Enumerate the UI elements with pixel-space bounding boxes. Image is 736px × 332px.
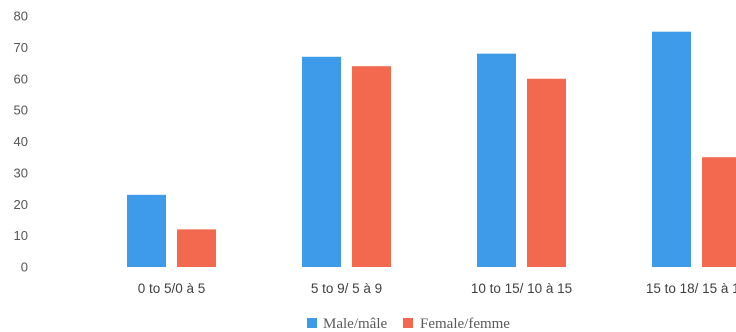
legend: Male/mâle Female/femme [307,316,510,332]
category-label: 5 to 9/ 5 à 9 [311,281,382,296]
bar-male-1 [302,56,341,267]
bar-female-2 [527,78,566,267]
y-tick-label: 60 [14,71,28,86]
y-tick-label: 40 [14,134,28,149]
category-label: 0 to 5/0 à 5 [138,281,206,296]
legend-swatch-female [403,318,413,328]
y-tick-label: 20 [14,197,28,212]
bar-male-0 [127,194,166,267]
bars [127,31,736,268]
category-labels: 0 to 5/0 à 5 5 to 9/ 5 à 9 10 to 15/ 10 à … [138,281,736,296]
bar-female-1 [352,66,391,267]
legend-label-male: Male/mâle [323,316,387,332]
bar-female-0 [177,229,216,267]
category-label: 15 to 18/ 15 à 18 [646,281,736,296]
y-axis-ticks: 0 10 20 30 40 50 60 70 80 [14,9,28,275]
y-tick-label: 50 [14,103,28,118]
y-tick-label: 30 [14,165,28,180]
bar-male-3 [652,31,691,267]
bar-male-2 [477,53,516,268]
category-label: 10 to 15/ 10 à 15 [471,281,572,296]
y-tick-label: 70 [14,40,28,55]
y-tick-label: 0 [21,260,28,275]
legend-swatch-male [307,318,317,328]
bar-female-3 [702,157,736,267]
y-tick-label: 10 [14,228,28,243]
legend-label-female: Female/femme [420,316,510,332]
y-tick-label: 80 [14,9,28,24]
